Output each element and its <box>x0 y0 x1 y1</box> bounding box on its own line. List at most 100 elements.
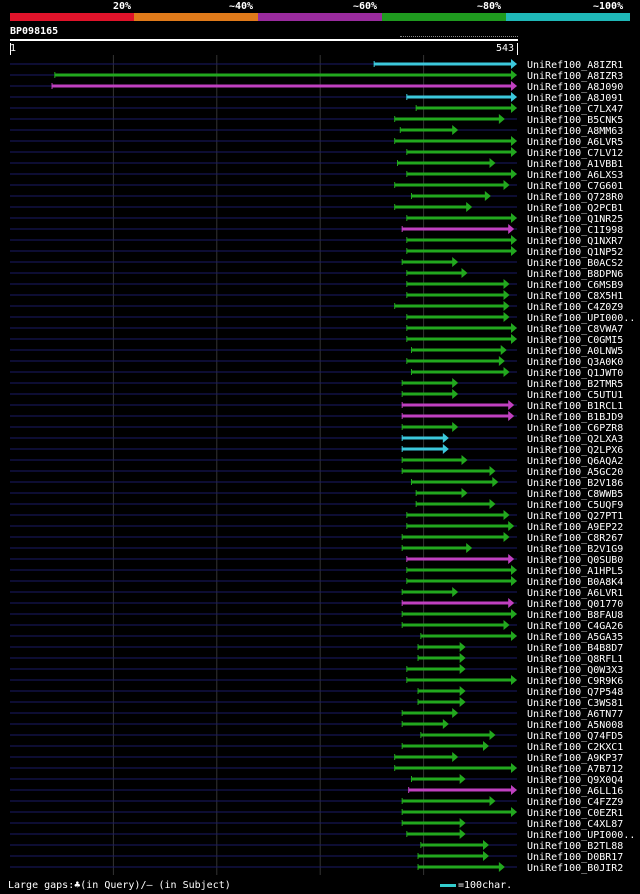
hit-label[interactable]: UniRef100_Q7P548 <box>527 687 623 698</box>
alignment-row[interactable]: UniRef100_A5GA35 <box>10 631 623 643</box>
alignment-row[interactable]: UniRef100_Q7P548 <box>10 686 623 698</box>
hit-label[interactable]: UniRef100_B5CNK5 <box>527 115 623 126</box>
hit-label[interactable]: UniRef100_C0EZR1 <box>527 808 623 819</box>
hit-label[interactable]: UniRef100_A6TN77 <box>527 709 623 720</box>
hit-label[interactable]: UniRef100_Q1JWT0 <box>527 368 623 379</box>
hit-label[interactable]: UniRef100_C8X5H1 <box>527 291 623 302</box>
alignment-row[interactable]: UniRef100_A6LL16 <box>10 785 623 797</box>
alignment-row[interactable]: UniRef100_B1RCL1 <box>10 400 623 412</box>
hit-label[interactable]: UniRef100_Q3A0K0 <box>527 357 623 368</box>
alignment-row[interactable]: UniRef100_Q27PT1 <box>10 510 623 522</box>
alignment-row[interactable]: UniRef100_B0A8K4 <box>10 576 623 588</box>
hit-label[interactable]: UniRef100_UPI000.. <box>527 313 635 324</box>
hit-label[interactable]: UniRef100_A0LNW5 <box>527 346 623 357</box>
hit-label[interactable]: UniRef100_B0JIR2 <box>527 863 623 874</box>
alignment-row[interactable]: UniRef100_Q1JWT0 <box>10 367 623 379</box>
alignment-row[interactable]: UniRef100_Q01770 <box>10 598 623 610</box>
hit-label[interactable]: UniRef100_Q0W3X3 <box>527 665 623 676</box>
alignment-row[interactable]: UniRef100_Q2PCB1 <box>10 202 623 214</box>
hit-label[interactable]: UniRef100_B4B8D7 <box>527 643 623 654</box>
hit-label[interactable]: UniRef100_C7G601 <box>527 181 623 192</box>
hit-label[interactable]: UniRef100_Q0SUB0 <box>527 555 623 566</box>
alignment-row[interactable]: UniRef100_A8MM63 <box>10 125 623 137</box>
hit-label[interactable]: UniRef100_A1VBB1 <box>527 159 623 170</box>
alignment-row[interactable]: UniRef100_C6MSB9 <box>10 279 623 291</box>
alignment-row[interactable]: UniRef100_A7B712 <box>10 763 623 775</box>
hit-label[interactable]: UniRef100_C6PZR8 <box>527 423 623 434</box>
alignment-row[interactable]: UniRef100_A5N008 <box>10 719 623 731</box>
alignment-row[interactable]: UniRef100_Q74FD5 <box>10 730 623 742</box>
alignment-row[interactable]: UniRef100_B1BJD9 <box>10 411 623 423</box>
hit-label[interactable]: UniRef100_Q2LPX6 <box>527 445 623 456</box>
hit-label[interactable]: UniRef100_A7B712 <box>527 764 623 775</box>
hit-label[interactable]: UniRef100_C4XL87 <box>527 819 623 830</box>
alignment-row[interactable]: UniRef100_C0EZR1 <box>10 807 623 819</box>
alignment-row[interactable]: UniRef100_Q8RFL1 <box>10 653 623 665</box>
alignment-row[interactable]: UniRef100_Q2LPX6 <box>10 444 623 456</box>
alignment-row[interactable]: UniRef100_B2TMR5 <box>10 378 623 390</box>
alignment-row[interactable]: UniRef100_C4XL87 <box>10 818 623 830</box>
alignment-row[interactable]: UniRef100_B0ACS2 <box>10 257 623 269</box>
alignment-row[interactable]: UniRef100_C8R267 <box>10 532 623 544</box>
hit-label[interactable]: UniRef100_A6LL16 <box>527 786 623 797</box>
hit-label[interactable]: UniRef100_Q1NXR7 <box>527 236 623 247</box>
alignment-row[interactable]: UniRef100_B8FAU8 <box>10 609 623 621</box>
alignment-row[interactable]: UniRef100_UPI000.. <box>10 312 635 324</box>
hit-label[interactable]: UniRef100_Q1NP52 <box>527 247 623 258</box>
alignment-row[interactable]: UniRef100_C5UQF9 <box>10 499 623 511</box>
alignment-row[interactable]: UniRef100_B2V1G9 <box>10 543 623 555</box>
alignment-row[interactable]: UniRef100_Q728R0 <box>10 191 623 203</box>
hit-label[interactable]: UniRef100_C5UQF9 <box>527 500 623 511</box>
alignment-row[interactable]: UniRef100_Q1NXR7 <box>10 235 623 247</box>
alignment-row[interactable]: UniRef100_C0GMI5 <box>10 334 623 346</box>
alignment-row[interactable]: UniRef100_Q6AQA2 <box>10 455 623 467</box>
hit-label[interactable]: UniRef100_B0A8K4 <box>527 577 623 588</box>
hit-label[interactable]: UniRef100_C5UTU1 <box>527 390 623 401</box>
hit-label[interactable]: UniRef100_A6LXS3 <box>527 170 623 181</box>
hit-label[interactable]: UniRef100_D0BR17 <box>527 852 623 863</box>
hit-label[interactable]: UniRef100_A9KP37 <box>527 753 623 764</box>
alignment-row[interactable]: UniRef100_A8IZR3 <box>10 70 623 82</box>
hit-label[interactable]: UniRef100_B1BJD9 <box>527 412 623 423</box>
hit-label[interactable]: UniRef100_UPI000.. <box>527 830 635 841</box>
alignment-row[interactable]: UniRef100_B2V186 <box>10 477 623 489</box>
hit-label[interactable]: UniRef100_B0ACS2 <box>527 258 623 269</box>
alignment-row[interactable]: UniRef100_Q0SUB0 <box>10 554 623 566</box>
alignment-row[interactable]: UniRef100_C6PZR8 <box>10 422 623 434</box>
hit-label[interactable]: UniRef100_Q728R0 <box>527 192 623 203</box>
hit-label[interactable]: UniRef100_A8IZR3 <box>527 71 623 82</box>
hit-label[interactable]: UniRef100_A8J091 <box>527 93 623 104</box>
alignment-row[interactable]: UniRef100_Q0W3X3 <box>10 664 623 676</box>
hit-label[interactable]: UniRef100_C7LX47 <box>527 104 623 115</box>
hit-label[interactable]: UniRef100_B2TMR5 <box>527 379 623 390</box>
hit-label[interactable]: UniRef100_A5N008 <box>527 720 623 731</box>
hit-label[interactable]: UniRef100_A9EP22 <box>527 522 623 533</box>
hit-label[interactable]: UniRef100_B2TL88 <box>527 841 623 852</box>
hit-label[interactable]: UniRef100_Q2PCB1 <box>527 203 623 214</box>
hit-label[interactable]: UniRef100_Q9X0Q4 <box>527 775 623 786</box>
alignment-row[interactable]: UniRef100_Q1NP52 <box>10 246 623 258</box>
hit-label[interactable]: UniRef100_C2KXC1 <box>527 742 623 753</box>
hit-label[interactable]: UniRef100_B2V186 <box>527 478 623 489</box>
hit-label[interactable]: UniRef100_B8DPN6 <box>527 269 623 280</box>
hit-label[interactable]: UniRef100_Q01770 <box>527 599 623 610</box>
alignment-row[interactable]: UniRef100_C3WS81 <box>10 697 623 709</box>
alignment-row[interactable]: UniRef100_B4B8D7 <box>10 642 623 654</box>
hit-label[interactable]: UniRef100_A8IZR1 <box>527 60 623 71</box>
hit-label[interactable]: UniRef100_Q8RFL1 <box>527 654 623 665</box>
alignment-row[interactable]: UniRef100_C9R9K6 <box>10 675 623 687</box>
alignment-row[interactable]: UniRef100_C4GA26 <box>10 620 623 632</box>
alignment-row[interactable]: UniRef100_C4Z0Z9 <box>10 301 623 313</box>
hit-label[interactable]: UniRef100_Q27PT1 <box>527 511 623 522</box>
alignment-row[interactable]: UniRef100_C8WWB5 <box>10 488 623 500</box>
hit-label[interactable]: UniRef100_C1I998 <box>527 225 623 236</box>
alignment-row[interactable]: UniRef100_C5UTU1 <box>10 389 623 401</box>
alignment-row[interactable]: UniRef100_UPI000.. <box>10 829 635 841</box>
alignment-row[interactable]: UniRef100_B2TL88 <box>10 840 623 852</box>
alignment-row[interactable]: UniRef100_Q9X0Q4 <box>10 774 623 786</box>
alignment-row[interactable]: UniRef100_Q1NR25 <box>10 213 623 225</box>
alignment-row[interactable]: UniRef100_C7LV12 <box>10 147 623 159</box>
hit-label[interactable]: UniRef100_Q2LXA3 <box>527 434 623 445</box>
alignment-row[interactable]: UniRef100_C8VWA7 <box>10 323 623 335</box>
alignment-row[interactable]: UniRef100_A0LNW5 <box>10 345 623 357</box>
